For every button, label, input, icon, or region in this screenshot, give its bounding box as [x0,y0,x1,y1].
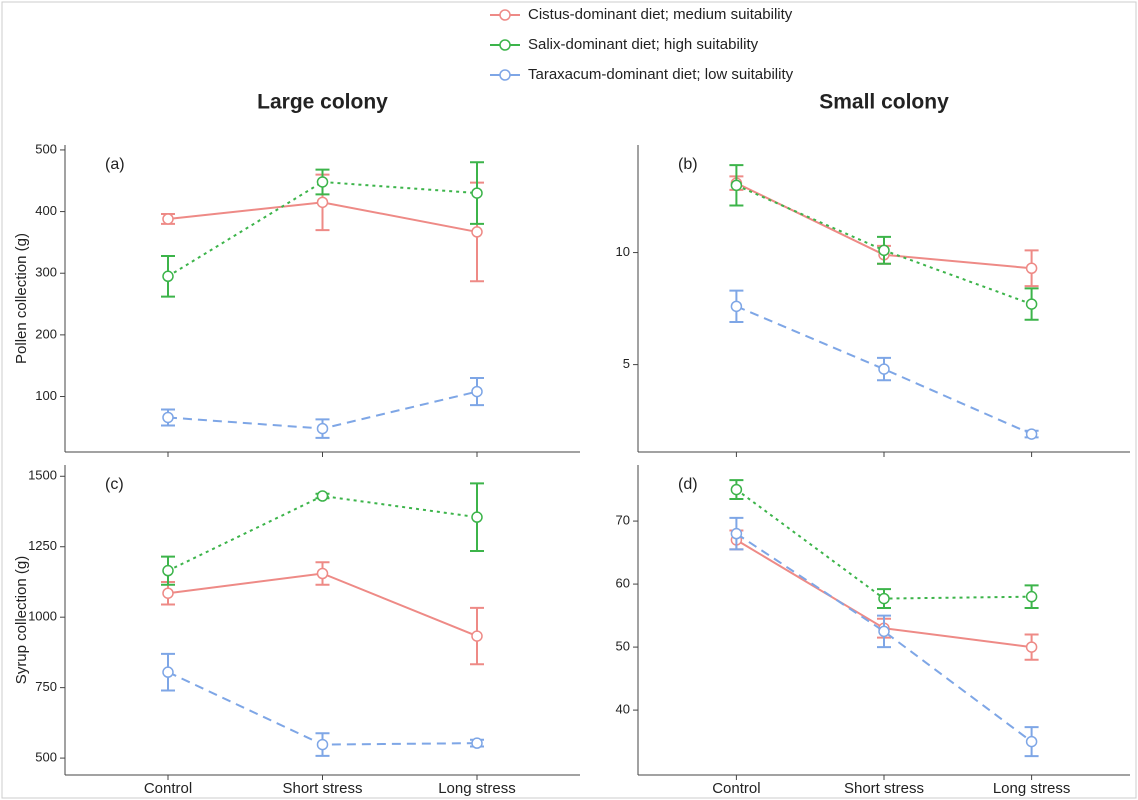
x-tick-label: Long stress [438,780,516,797]
y-tick-label: 500 [35,141,57,156]
y-axis-label: Pollen collection (g) [13,233,30,364]
legend-marker [500,40,510,50]
x-tick-label: Short stress [282,780,362,797]
panel-label: (a) [105,156,125,173]
y-axis-label: Syrup collection (g) [13,556,30,684]
series-line [168,496,477,571]
data-point [163,271,173,281]
data-point [318,197,328,207]
data-point [318,569,328,579]
data-point [472,738,482,748]
data-point [879,364,889,374]
x-tick-label: Control [144,780,192,797]
data-point [731,485,741,495]
data-point [472,512,482,522]
data-point [472,387,482,397]
panel-label: (b) [678,156,698,173]
data-point [163,214,173,224]
legend-label: Taraxacum-dominant diet; low suitability [528,66,794,83]
figure: 100 200 300 400 500 (a) Large colony Pollen col… [0,0,1138,800]
y-tick-label: 200 [35,326,57,341]
y-tick-label: 300 [35,265,57,280]
data-point [163,667,173,677]
data-point [472,227,482,237]
series-line [736,490,1031,599]
data-point [879,626,889,636]
data-point [1027,592,1037,602]
y-tick-label: 60 [616,576,630,591]
y-tick-label: 40 [616,702,630,717]
y-tick-label: 70 [616,513,630,528]
y-tick-label: 1500 [28,468,57,483]
y-tick-label: 400 [35,203,57,218]
y-tick-label: 5 [623,356,630,371]
panel-label: (d) [678,476,698,493]
legend-marker [500,10,510,20]
x-tick-label: Long stress [993,780,1071,797]
y-tick-label: 1000 [28,609,57,624]
data-point [472,631,482,641]
data-point [1027,299,1037,309]
y-tick-label: 10 [616,244,630,259]
data-point [1027,263,1037,273]
data-point [318,177,328,187]
data-point [472,188,482,198]
legend-label: Salix-dominant diet; high suitability [528,36,759,53]
data-point [879,245,889,255]
panel-title: Large colony [257,91,388,114]
data-point [1027,642,1037,652]
data-point [1027,429,1037,439]
data-point [163,566,173,576]
data-point [731,180,741,190]
panel-title: Small colony [819,91,949,114]
y-tick-label: 50 [616,639,630,654]
legend-label: Cistus-dominant diet; medium suitability [528,6,793,23]
panel-label: (c) [105,476,124,493]
x-tick-label: Short stress [844,780,924,797]
y-tick-label: 750 [35,679,57,694]
y-tick-label: 500 [35,750,57,765]
data-point [318,740,328,750]
data-point [731,301,741,311]
data-point [879,594,889,604]
legend-marker [500,70,510,80]
data-point [163,412,173,422]
data-point [163,588,173,598]
data-point [318,491,328,501]
data-point [1027,737,1037,747]
x-tick-label: Control [712,780,760,797]
y-tick-label: 1250 [28,538,57,553]
data-point [318,424,328,434]
data-point [731,529,741,539]
frame [2,2,1136,798]
y-tick-label: 100 [35,388,57,403]
